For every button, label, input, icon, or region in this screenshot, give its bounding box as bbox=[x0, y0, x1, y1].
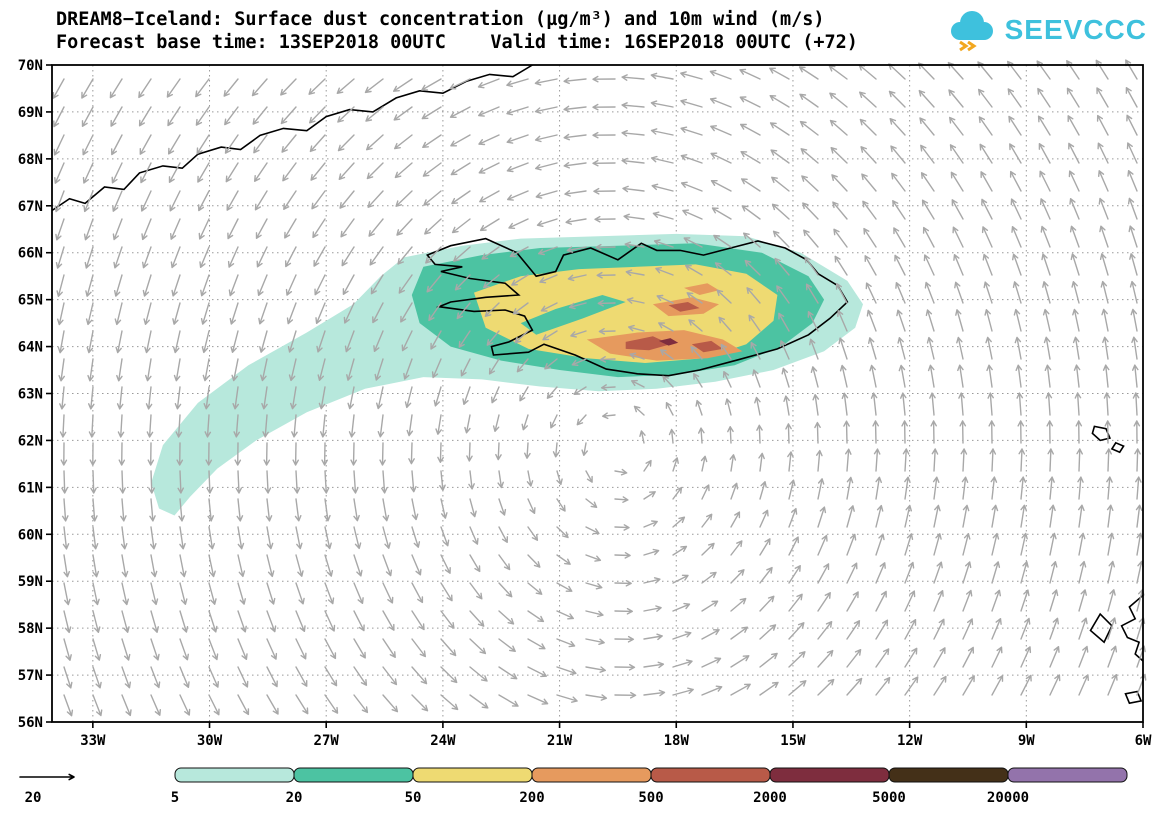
legend-level-label: 20000 bbox=[987, 790, 1029, 806]
legend-level-label: 50 bbox=[405, 790, 422, 806]
legend-chip-2000 bbox=[769, 767, 890, 783]
lon-tick-label: 27W bbox=[314, 733, 340, 749]
lat-tick-label: 63N bbox=[18, 387, 43, 403]
chart-title: DREAM8−Iceland: Surface dust concentrati… bbox=[56, 9, 825, 30]
lat-tick-label: 69N bbox=[18, 105, 43, 121]
legend-level-label: 5000 bbox=[872, 790, 906, 806]
coastline-hebrides bbox=[1089, 612, 1113, 644]
lon-tick-label: 12W bbox=[897, 733, 923, 749]
wind-reference-label: 20 bbox=[25, 790, 42, 806]
chevrons-icon bbox=[958, 40, 977, 52]
dust-level-500 bbox=[691, 340, 723, 353]
legend-level-label: 200 bbox=[519, 790, 544, 806]
lat-tick-label: 68N bbox=[18, 152, 43, 168]
dust-level-500 bbox=[625, 336, 671, 351]
lon-axis: 33W 30W 27W 24W 21W 18W 15W 12W 9W 6W bbox=[80, 722, 1152, 749]
lon-tick-label: 6W bbox=[1135, 733, 1152, 749]
lon-tick-label: 24W bbox=[430, 733, 456, 749]
lat-tick-label: 58N bbox=[18, 621, 43, 637]
dust-level-20 bbox=[520, 295, 626, 335]
coastline-faroe-island-1 bbox=[1091, 425, 1111, 442]
dust-contours bbox=[151, 233, 863, 516]
coastlines bbox=[51, 64, 1144, 705]
lat-axis: 56N 57N 58N 59N 60N 61N 62N 63N 64N 65N 66N 67N 68N 6… bbox=[18, 58, 52, 731]
coastline-scotland-coast bbox=[1120, 594, 1144, 662]
lon-tick-label: 9W bbox=[1018, 733, 1035, 749]
lat-tick-label: 60N bbox=[18, 527, 43, 543]
lat-tick-label: 56N bbox=[18, 715, 43, 731]
chart-subtitle: Forecast base time: 13SEP2018 00UTC Vali… bbox=[56, 32, 858, 54]
coastline-greenland bbox=[51, 64, 533, 212]
seevccc-logo: SEEVCCC bbox=[944, 8, 1147, 52]
legend-chip-50 bbox=[412, 767, 533, 783]
dust-level-2000 bbox=[658, 338, 679, 346]
legend: 20 5 20 50 200 500 2000 5000 20000 bbox=[19, 767, 1128, 806]
lat-tick-label: 57N bbox=[18, 668, 43, 684]
legend-level-label: 20 bbox=[286, 790, 303, 806]
dust-level-200 bbox=[684, 283, 719, 295]
lon-tick-label: 18W bbox=[664, 733, 690, 749]
legend-chip-5 bbox=[174, 767, 295, 783]
legend-chip-20 bbox=[293, 767, 414, 783]
dust-level-500 bbox=[668, 302, 700, 312]
coastline-faroe-island-2 bbox=[1110, 441, 1125, 454]
lat-tick-label: 59N bbox=[18, 574, 43, 590]
lon-tick-label: 33W bbox=[80, 733, 106, 749]
lon-tick-label: 30W bbox=[197, 733, 223, 749]
lon-tick-label: 21W bbox=[547, 733, 573, 749]
lat-tick-label: 66N bbox=[18, 246, 43, 262]
lat-tick-label: 67N bbox=[18, 199, 43, 215]
logo-text: SEEVCCC bbox=[1004, 14, 1147, 45]
lat-tick-label: 61N bbox=[18, 480, 43, 496]
legend-level-label: 5 bbox=[171, 790, 179, 806]
lat-tick-label: 62N bbox=[18, 433, 43, 449]
legend-chip-500 bbox=[650, 767, 771, 783]
cloud-icon bbox=[950, 11, 993, 52]
coastline-iceland bbox=[425, 237, 849, 377]
legend-chip-200 bbox=[531, 767, 652, 783]
lat-tick-label: 64N bbox=[18, 340, 43, 356]
lat-tick-label: 70N bbox=[18, 58, 43, 74]
legend-chip-20000 bbox=[1007, 767, 1128, 783]
legend-chip-5000 bbox=[888, 767, 1009, 783]
wind-arrows bbox=[52, 59, 1147, 717]
legend-level-label: 500 bbox=[638, 790, 663, 806]
legend-level-label: 2000 bbox=[753, 790, 787, 806]
lon-tick-label: 15W bbox=[780, 733, 806, 749]
coastline-scotland-island bbox=[1124, 690, 1143, 705]
chart-titles: DREAM8−Iceland: Surface dust concentrati… bbox=[56, 8, 858, 54]
lat-tick-label: 65N bbox=[18, 293, 43, 309]
